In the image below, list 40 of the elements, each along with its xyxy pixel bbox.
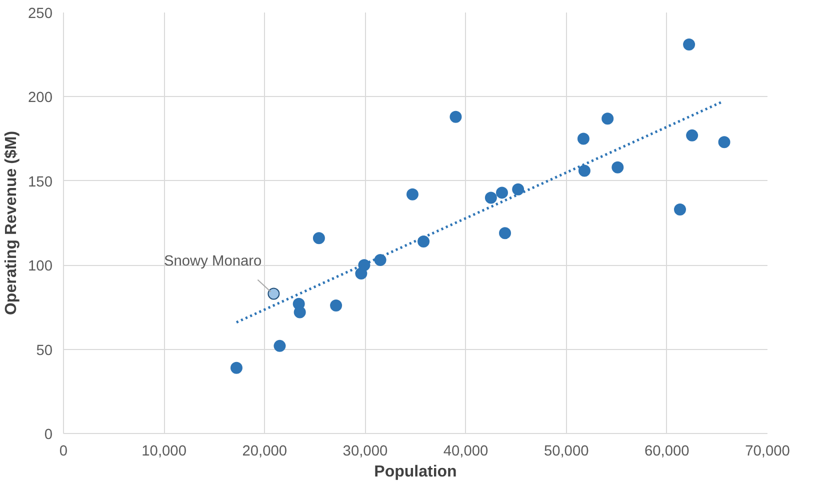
x-tick-label: 70,000	[745, 444, 790, 460]
point	[718, 136, 730, 148]
y-tick-label: 250	[28, 6, 53, 22]
point	[450, 110, 462, 123]
point	[358, 259, 370, 272]
y-tick-label: 0	[44, 427, 53, 443]
point	[674, 204, 686, 216]
point	[330, 300, 342, 312]
x-tick-label: 10,000	[142, 444, 186, 460]
x-axis-title: Population	[374, 464, 457, 480]
x-tick-label: 40,000	[443, 444, 488, 460]
x-tick-label: 0	[59, 444, 68, 460]
point	[374, 254, 386, 266]
point	[512, 183, 524, 196]
point	[612, 161, 624, 174]
point	[294, 306, 306, 318]
point	[406, 188, 418, 200]
x-tick-label: 20,000	[242, 444, 288, 460]
y-axis-title: Operating Revenue ($M)	[3, 130, 20, 316]
point	[418, 236, 430, 248]
point	[312, 232, 325, 244]
point	[577, 132, 590, 145]
x-tick-label: 30,000	[342, 444, 388, 460]
y-tick-label: 200	[28, 90, 53, 106]
point	[230, 362, 242, 374]
point	[274, 340, 286, 352]
y-tick-label: 100	[28, 258, 53, 275]
x-tick-label: 60,000	[644, 444, 690, 460]
point	[602, 112, 614, 125]
y-tick-label: 50	[36, 342, 53, 359]
point	[578, 164, 590, 177]
point	[683, 38, 696, 50]
point	[496, 186, 508, 199]
y-tick-label: 150	[28, 174, 53, 190]
point	[686, 129, 698, 142]
point	[484, 192, 497, 204]
point	[268, 288, 280, 300]
annotation: Snowy Monaro	[164, 254, 262, 270]
point	[499, 227, 512, 240]
x-tick-label: 50,000	[544, 444, 589, 460]
